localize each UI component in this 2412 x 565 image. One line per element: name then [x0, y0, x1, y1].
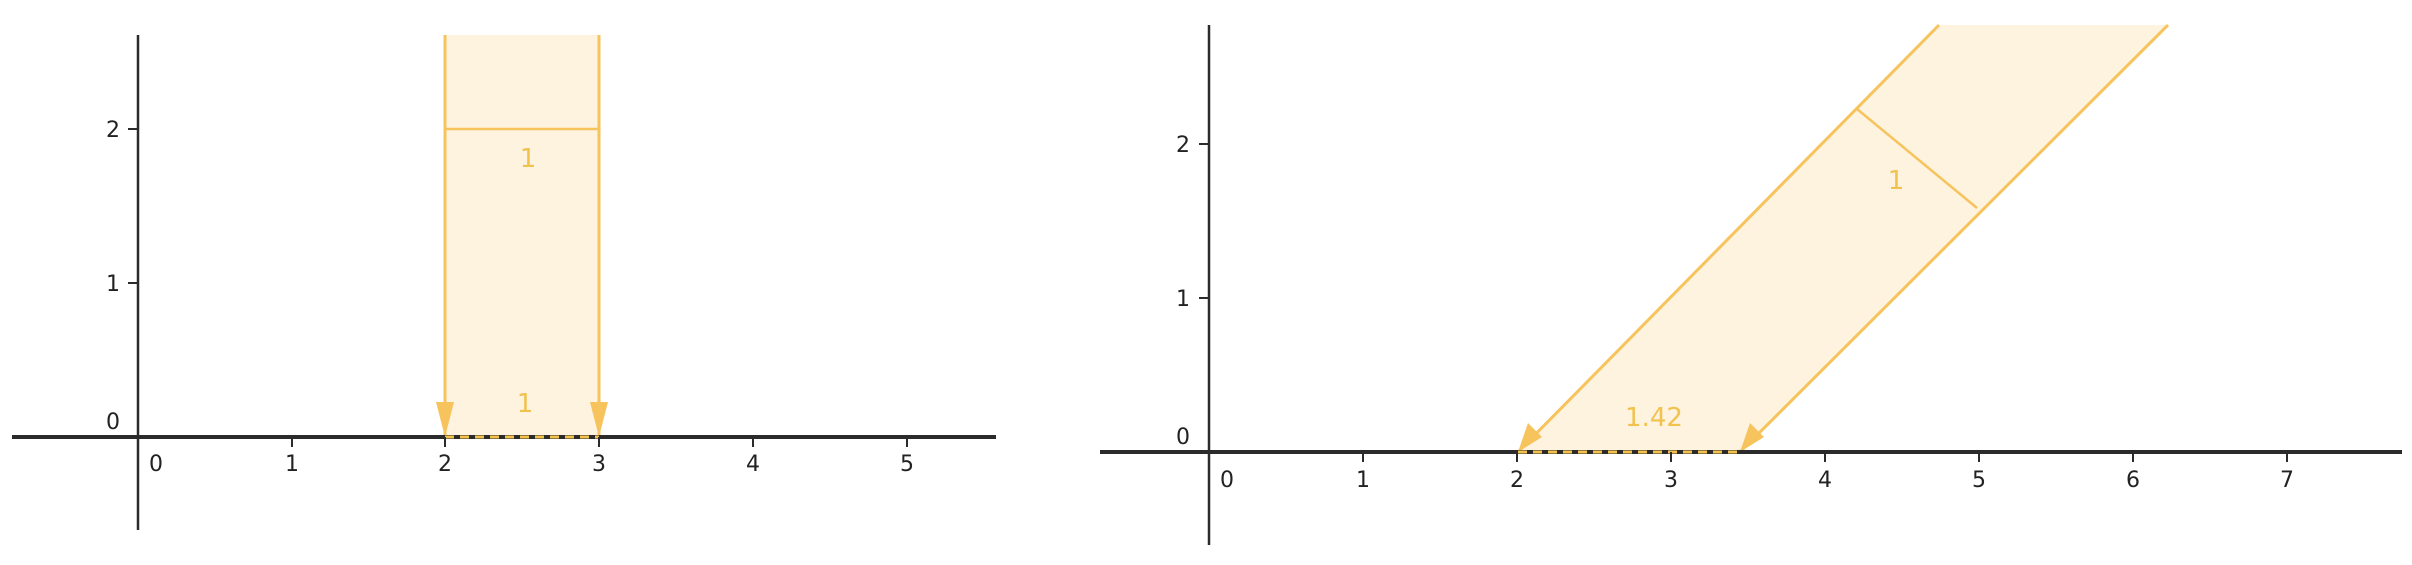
left-beam-width-label: 1: [520, 144, 537, 174]
left-x-tick-marks: [291, 437, 908, 447]
right-beam-edge-left: [1516, 23, 1941, 454]
right-x-tick-label: 6: [2126, 468, 2140, 493]
right-x-tick-label: 3: [1664, 468, 1678, 493]
right-y-tick-marks: [1199, 143, 1209, 299]
left-x-tick-label: 4: [746, 452, 760, 477]
left-y-tick-label: 1: [106, 272, 120, 297]
right-arrowhead-left: [1518, 423, 1542, 452]
right-beam-band: [1518, 25, 2168, 452]
right-x-tick-label: 5: [1972, 468, 1986, 493]
right-y-tick-label: 2: [1176, 133, 1190, 158]
left-y-tick-marks: [128, 128, 138, 284]
left-arrowhead-left: [436, 402, 454, 437]
right-x-tick-label: 0: [1220, 468, 1234, 493]
left-arrowhead-right: [590, 402, 608, 437]
left-beam-band: [445, 35, 599, 437]
left-y-tick-label: 0: [106, 410, 120, 435]
left-x-tick-label: 1: [285, 452, 299, 477]
left-x-tick-label: 3: [592, 452, 606, 477]
right-x-tick-label: 7: [2280, 468, 2294, 493]
right-y-tick-label: 1: [1176, 287, 1190, 312]
right-x-tick-label: 4: [1818, 468, 1832, 493]
right-arrowhead-right: [1740, 423, 1764, 452]
right-y-tick-label: 0: [1176, 425, 1190, 450]
left-y-tick-label: 2: [106, 118, 120, 143]
right-projection-label: 1.42: [1625, 403, 1683, 433]
right-beam-width-marker: [1856, 108, 1978, 209]
left-panel: 1 1 0 1 2 3 4 5: [12, 35, 996, 530]
right-panel: 1 1.42 0 1 2 3 4 5 6 7: [1100, 23, 2402, 545]
left-projection-label: 1: [517, 389, 534, 419]
right-x-tick-label: 2: [1510, 468, 1524, 493]
right-x-tick-marks: [1362, 452, 2288, 462]
left-x-tick-label: 5: [900, 452, 914, 477]
left-x-tick-label: 2: [438, 452, 452, 477]
right-x-tick-label: 1: [1356, 468, 1370, 493]
right-beam-width-label: 1: [1888, 166, 1905, 196]
left-x-tick-label: 0: [149, 452, 163, 477]
right-beam-edge-right: [1738, 23, 2170, 454]
